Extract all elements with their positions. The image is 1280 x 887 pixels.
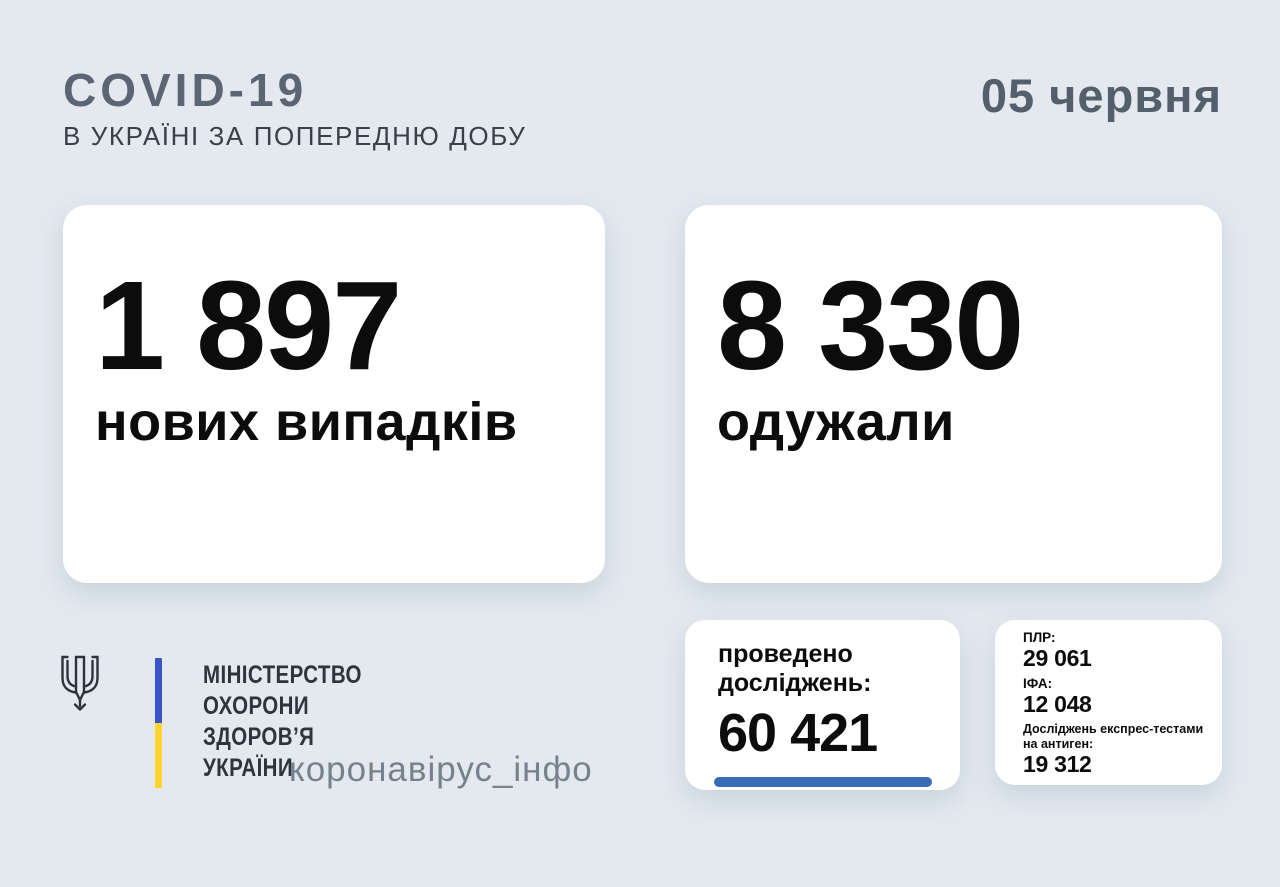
flag-yellow-segment xyxy=(155,723,162,788)
report-date: 05 червня xyxy=(980,69,1222,122)
ministry-line: ЗДОРОВ’Я xyxy=(203,723,315,751)
trident-icon xyxy=(57,654,103,717)
ministry-name: МІНІСТЕРСТВО ОХОРОНИ ЗДОРОВ’Я УКРАЇНИ xyxy=(203,660,362,784)
ministry-line: УКРАЇНИ xyxy=(203,754,294,782)
accent-bar xyxy=(713,777,932,787)
new-cases-label: нових випадків xyxy=(95,392,518,452)
recovered-value: 8 330 xyxy=(717,255,1024,396)
page-subtitle: В УКРАЇНІ ЗА ПОПЕРЕДНЮ ДОБУ xyxy=(63,121,527,151)
new-cases-card: 1 897 нових випадків xyxy=(63,205,605,583)
pcr-value: 29 061 xyxy=(1023,645,1092,671)
elisa-value: 12 048 xyxy=(1023,691,1092,717)
flag-blue-segment xyxy=(155,658,162,723)
elisa-label: ІФА: xyxy=(1023,676,1053,691)
pcr-label: ПЛР: xyxy=(1023,630,1056,645)
test-types-card: ПЛР: 29 061 ІФА: 12 048 Досліджень експр… xyxy=(995,620,1222,785)
ministry-line: МІНІСТЕРСТВО xyxy=(203,661,362,689)
new-cases-value: 1 897 xyxy=(95,255,402,396)
page-title: COVID-19 xyxy=(63,64,308,116)
tests-card: проведено досліджень: 60 421 xyxy=(685,620,960,790)
ministry-line: ОХОРОНИ xyxy=(203,692,310,720)
flag-divider xyxy=(155,658,162,788)
antigen-value: 19 312 xyxy=(1023,751,1092,777)
recovered-label: одужали xyxy=(717,392,955,452)
channel-handle: коронавірус_інфо xyxy=(289,750,593,789)
antigen-label: Досліджень експрес-тестами на антиген: xyxy=(1023,722,1204,751)
recovered-card: 8 330 одужали xyxy=(685,205,1222,583)
tests-value: 60 421 xyxy=(718,703,878,763)
tests-label: проведено досліджень: xyxy=(718,640,872,697)
